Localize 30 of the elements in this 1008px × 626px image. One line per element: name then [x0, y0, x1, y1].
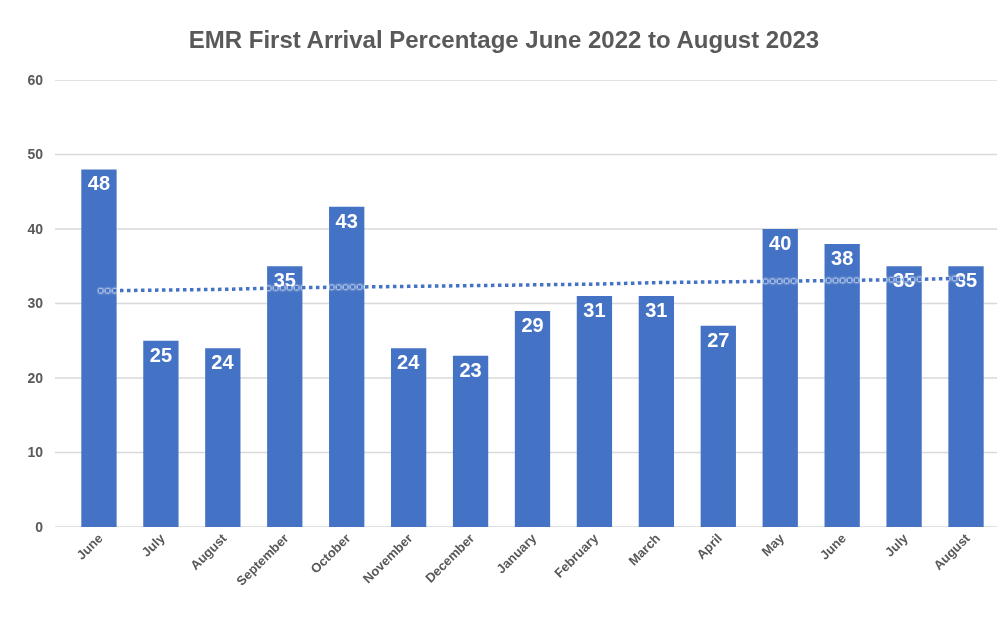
data-label: 38: [831, 246, 854, 269]
data-label: 40: [769, 232, 792, 254]
y-tick-label: 60: [27, 71, 44, 88]
data-label: 35: [954, 269, 978, 292]
data-label: 35: [273, 269, 296, 292]
bar: [390, 348, 427, 527]
bar: [452, 355, 489, 527]
bar: [205, 348, 241, 527]
y-tick-label: 0: [35, 518, 44, 535]
data-label: 27: [707, 328, 730, 351]
bar: [143, 340, 179, 527]
y-tick-label: 40: [27, 220, 44, 237]
y-tick-label: 10: [27, 444, 44, 461]
data-label: 43: [335, 209, 358, 232]
data-label: 25: [149, 343, 173, 366]
data-label: 24: [397, 351, 421, 374]
y-tick-label: 20: [27, 369, 44, 386]
data-label: 29: [521, 313, 544, 336]
data-label: 48: [87, 172, 111, 195]
bar: [638, 296, 675, 527]
y-tick-label: 30: [27, 295, 44, 312]
data-label: 24: [211, 351, 235, 374]
bar: [700, 325, 736, 527]
data-label: 31: [583, 299, 606, 322]
data-label: 23: [459, 358, 482, 381]
y-tick-label: 50: [27, 146, 44, 163]
data-label: 31: [645, 299, 668, 322]
chart-title: EMR First Arrival Percentage June 2022 to August 2023: [188, 26, 820, 54]
bar: [514, 310, 551, 527]
bar: [576, 296, 613, 527]
